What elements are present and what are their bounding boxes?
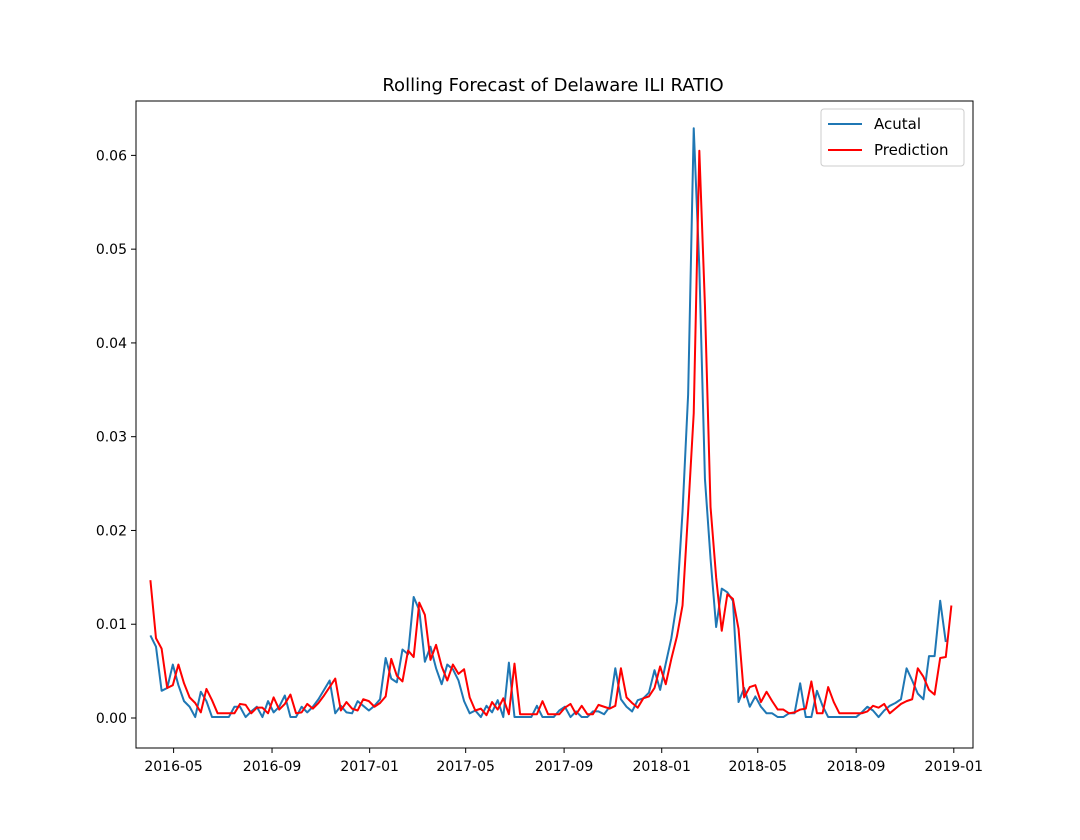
x-tick-label: 2018-01 <box>632 759 691 775</box>
chart-title: Rolling Forecast of Delaware ILI RATIO <box>382 75 723 96</box>
x-tick-label: 2018-09 <box>827 759 886 775</box>
y-tick-label: 0.06 <box>96 148 127 164</box>
x-tick-label: 2018-05 <box>728 759 787 775</box>
y-tick-label: 0.00 <box>96 711 127 727</box>
series-layer <box>149 127 953 719</box>
y-tick-label: 0.02 <box>96 523 127 539</box>
y-tick-label: 0.01 <box>96 617 127 633</box>
x-tick-label: 2019-01 <box>925 759 984 775</box>
x-tick-label: 2017-09 <box>535 759 594 775</box>
legend: Acutal Prediction <box>820 108 965 167</box>
y-axis: 0.00 0.01 0.02 0.03 0.04 0.05 0.06 <box>96 148 136 727</box>
x-tick-label: 2016-09 <box>243 759 302 775</box>
plot-frame <box>135 100 974 749</box>
x-axis: 2016-05 2016-09 2017-01 2017-05 2017-09 2018-… <box>144 748 983 775</box>
x-tick-label: 2017-01 <box>340 759 399 775</box>
x-tick-label: 2017-05 <box>436 759 495 775</box>
series-line-acutal <box>149 127 947 719</box>
legend-label-acutal: Acutal <box>874 115 921 133</box>
y-tick-label: 0.05 <box>96 242 127 258</box>
series-line-prediction <box>149 149 953 717</box>
y-tick-label: 0.04 <box>96 336 127 352</box>
x-tick-label: 2016-05 <box>144 759 203 775</box>
legend-label-prediction: Prediction <box>874 141 949 159</box>
y-tick-label: 0.03 <box>96 430 127 446</box>
